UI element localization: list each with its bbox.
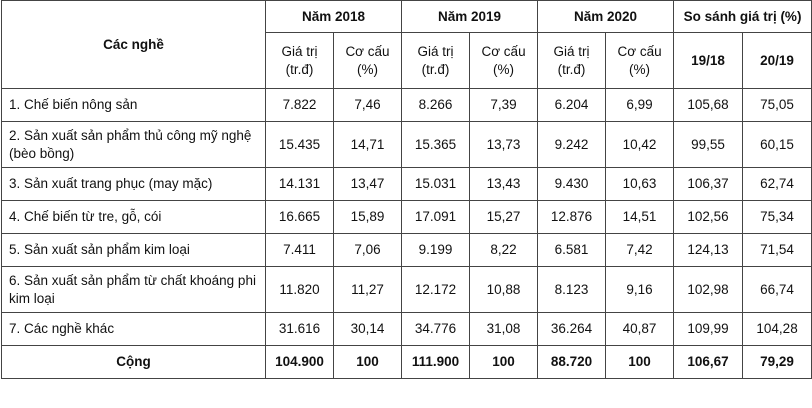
header-compare: So sánh giá trị (%) bbox=[673, 0, 812, 33]
compare-19-18: 102,56 bbox=[673, 200, 744, 234]
value-2019: 12.172 bbox=[401, 266, 471, 313]
value-2018: 31.616 bbox=[265, 312, 334, 346]
total-label: Cộng bbox=[1, 345, 266, 379]
value-2020: 9.430 bbox=[537, 167, 607, 201]
compare-20-19: 71,54 bbox=[742, 233, 812, 267]
share-2020: 7,42 bbox=[605, 233, 675, 267]
value-2019: 17.091 bbox=[401, 200, 471, 234]
craft-name: 7. Các nghề khác bbox=[1, 312, 266, 346]
share-2020: 10,42 bbox=[605, 121, 675, 168]
value-2020: 6.204 bbox=[537, 88, 607, 122]
header-share-2019: Cơ cấu (%) bbox=[469, 32, 539, 89]
table-row: 4. Chế biến từ tre, gỗ, cói 16.665 15,89… bbox=[1, 200, 812, 234]
share-2019: 13,73 bbox=[469, 121, 539, 168]
share-2018: 13,47 bbox=[332, 167, 403, 201]
craft-name: 4. Chế biến từ tre, gỗ, cói bbox=[1, 200, 266, 234]
table-row: 6. Sản xuất sản phẩm từ chất khoáng phi … bbox=[1, 266, 812, 313]
total-value-2020: 88.720 bbox=[537, 345, 607, 379]
value-2018: 7.411 bbox=[265, 233, 334, 267]
total-share-2019: 100 bbox=[469, 345, 539, 379]
value-2020: 36.264 bbox=[537, 312, 607, 346]
total-value-2019: 111.900 bbox=[401, 345, 471, 379]
share-2018: 7,46 bbox=[332, 88, 403, 122]
craft-name: 2. Sản xuất sản phẩm thủ công mỹ nghệ (b… bbox=[1, 121, 266, 168]
compare-20-19: 60,15 bbox=[742, 121, 812, 168]
header-compare-19-18: 19/18 bbox=[673, 32, 744, 89]
header-share-2020: Cơ cấu (%) bbox=[605, 32, 675, 89]
share-2018: 14,71 bbox=[332, 121, 403, 168]
compare-20-19: 104,28 bbox=[742, 312, 812, 346]
compare-19-18: 99,55 bbox=[673, 121, 744, 168]
table-row: 3. Sản xuất trang phục (may mặc) 14.131 … bbox=[1, 167, 812, 201]
value-2018: 11.820 bbox=[265, 266, 334, 313]
header-year-2020: Năm 2020 bbox=[537, 0, 675, 33]
total-share-2018: 100 bbox=[332, 345, 403, 379]
compare-20-19: 75,34 bbox=[742, 200, 812, 234]
compare-19-18: 106,37 bbox=[673, 167, 744, 201]
share-2020: 14,51 bbox=[605, 200, 675, 234]
craft-name: 1. Chế biến nông sản bbox=[1, 88, 266, 122]
value-2019: 9.199 bbox=[401, 233, 471, 267]
compare-19-18: 109,99 bbox=[673, 312, 744, 346]
share-2018: 15,89 bbox=[332, 200, 403, 234]
value-2019: 15.365 bbox=[401, 121, 471, 168]
value-2018: 16.665 bbox=[265, 200, 334, 234]
share-2019: 7,39 bbox=[469, 88, 539, 122]
header-share-2018: Cơ cấu (%) bbox=[332, 32, 403, 89]
header-year-2019: Năm 2019 bbox=[401, 0, 539, 33]
share-2020: 6,99 bbox=[605, 88, 675, 122]
total-compare-19-18: 106,67 bbox=[673, 345, 744, 379]
share-2019: 13,43 bbox=[469, 167, 539, 201]
share-2019: 15,27 bbox=[469, 200, 539, 234]
craft-value-table: Các nghề Năm 2018 Năm 2019 Năm 2020 So s… bbox=[1, 0, 812, 379]
compare-19-18: 105,68 bbox=[673, 88, 744, 122]
share-2018: 11,27 bbox=[332, 266, 403, 313]
value-2018: 15.435 bbox=[265, 121, 334, 168]
craft-name: 6. Sản xuất sản phẩm từ chất khoáng phi … bbox=[1, 266, 266, 313]
share-2019: 8,22 bbox=[469, 233, 539, 267]
value-2018: 14.131 bbox=[265, 167, 334, 201]
share-2020: 9,16 bbox=[605, 266, 675, 313]
header-value-2019: Giá trị (tr.đ) bbox=[401, 32, 471, 89]
header-value-2018: Giá trị (tr.đ) bbox=[265, 32, 334, 89]
share-2018: 30,14 bbox=[332, 312, 403, 346]
value-2019: 34.776 bbox=[401, 312, 471, 346]
compare-20-19: 75,05 bbox=[742, 88, 812, 122]
compare-20-19: 62,74 bbox=[742, 167, 812, 201]
value-2020: 6.581 bbox=[537, 233, 607, 267]
share-2019: 31,08 bbox=[469, 312, 539, 346]
value-2019: 8.266 bbox=[401, 88, 471, 122]
table-row: 5. Sản xuất sản phẩm kim loại 7.411 7,06… bbox=[1, 233, 812, 267]
total-share-2020: 100 bbox=[605, 345, 675, 379]
compare-19-18: 124,13 bbox=[673, 233, 744, 267]
compare-19-18: 102,98 bbox=[673, 266, 744, 313]
value-2018: 7.822 bbox=[265, 88, 334, 122]
total-row: Cộng 104.900 100 111.900 100 88.720 100 … bbox=[1, 345, 812, 379]
table-row: 1. Chế biến nông sản 7.822 7,46 8.266 7,… bbox=[1, 88, 812, 122]
header-value-2020: Giá trị (tr.đ) bbox=[537, 32, 607, 89]
table-row: 7. Các nghề khác 31.616 30,14 34.776 31,… bbox=[1, 312, 812, 346]
share-2019: 10,88 bbox=[469, 266, 539, 313]
header-year-2018: Năm 2018 bbox=[264, 0, 403, 33]
header-craft: Các nghề bbox=[1, 0, 266, 89]
value-2020: 12.876 bbox=[537, 200, 607, 234]
craft-name: 3. Sản xuất trang phục (may mặc) bbox=[1, 167, 266, 201]
share-2020: 10,63 bbox=[605, 167, 675, 201]
value-2020: 9.242 bbox=[537, 121, 607, 168]
total-value-2018: 104.900 bbox=[265, 345, 334, 379]
craft-name: 5. Sản xuất sản phẩm kim loại bbox=[1, 233, 266, 267]
share-2018: 7,06 bbox=[332, 233, 403, 267]
share-2020: 40,87 bbox=[605, 312, 675, 346]
total-compare-20-19: 79,29 bbox=[742, 345, 812, 379]
compare-20-19: 66,74 bbox=[742, 266, 812, 313]
table-row: 2. Sản xuất sản phẩm thủ công mỹ nghệ (b… bbox=[1, 121, 812, 168]
value-2020: 8.123 bbox=[537, 266, 607, 313]
header-compare-20-19: 20/19 bbox=[742, 32, 812, 89]
value-2019: 15.031 bbox=[401, 167, 471, 201]
